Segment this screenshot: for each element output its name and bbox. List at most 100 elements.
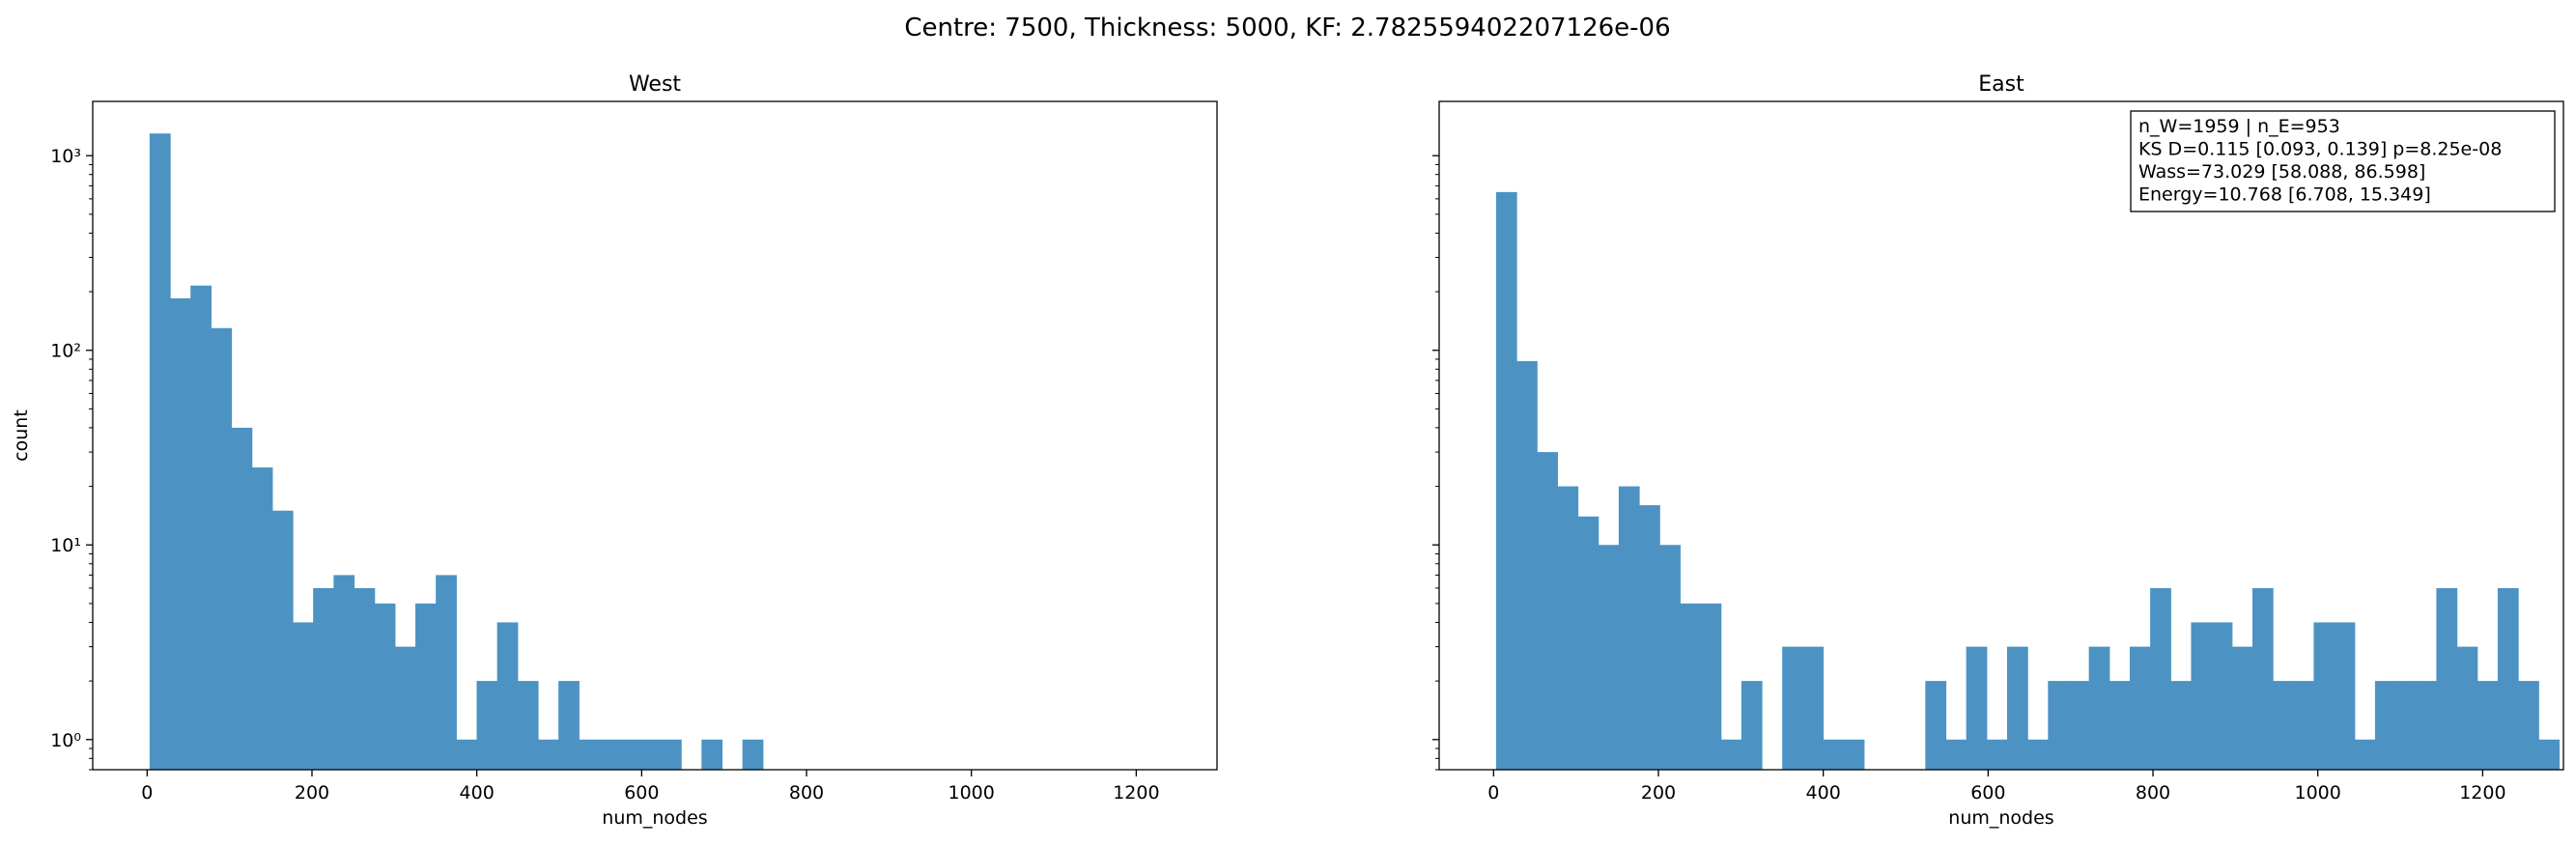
east-histogram-bar xyxy=(1516,360,1538,770)
west-x-tick-label: 800 xyxy=(789,782,824,804)
west-histogram-bar xyxy=(251,467,273,770)
east-axes-frame xyxy=(1438,100,2564,771)
east-x-tick-label: 400 xyxy=(1806,782,1841,804)
east-histogram-bar xyxy=(2497,587,2519,770)
east-histogram-bar xyxy=(2313,622,2335,770)
west-histogram-bar xyxy=(313,587,334,770)
west-histogram-bar xyxy=(436,575,457,770)
east-histogram-bar xyxy=(2211,622,2233,770)
east-histogram-bar xyxy=(1782,646,1803,770)
west-y-tick-label: 10¹ xyxy=(50,535,81,556)
west-histogram-bar xyxy=(579,739,601,770)
west-histogram-bar xyxy=(190,285,212,770)
east-histogram-bar xyxy=(1618,486,1640,770)
east-histogram-bar xyxy=(2170,681,2193,770)
east-stats-line: Wass=73.029 [58.088, 86.598] xyxy=(2138,161,2425,183)
west-x-tick-label: 0 xyxy=(141,782,153,804)
east-histogram-bar xyxy=(2251,587,2274,770)
east-histogram-bar xyxy=(1537,452,1558,770)
east-x-tick-label: 0 xyxy=(1487,782,1499,804)
east-x-tick-label: 800 xyxy=(2136,782,2170,804)
east-histogram-bar xyxy=(1966,646,1988,770)
east-histogram-bar xyxy=(1945,739,1967,770)
east-x-tick-label: 200 xyxy=(1641,782,1676,804)
west-histogram-bar xyxy=(599,739,621,770)
east-histogram-bar xyxy=(2477,681,2499,770)
west-histogram-bar xyxy=(701,739,723,770)
east-histogram-bar xyxy=(1700,603,1722,770)
west-histogram-bar xyxy=(333,575,355,770)
east-histogram-bar xyxy=(1925,681,1947,770)
west-histogram-bar xyxy=(476,681,498,770)
west-histogram-bar xyxy=(211,327,233,770)
east-histogram-bar xyxy=(1659,545,1681,770)
east-histogram-bar xyxy=(2150,587,2171,770)
east-histogram-bar xyxy=(1802,646,1825,770)
east-histogram-bar xyxy=(2048,681,2070,770)
east-histogram-bar xyxy=(1557,486,1579,770)
east-histogram-bar xyxy=(2231,646,2253,770)
east-histogram-bar xyxy=(2538,739,2560,770)
east-histogram-bar xyxy=(2068,681,2090,770)
west-histogram-bar xyxy=(415,603,437,770)
east-x-axis-label: num_nodes xyxy=(1948,807,2053,829)
west-histogram-bar xyxy=(517,681,539,770)
east-histogram-bar xyxy=(1495,191,1517,770)
west-x-tick-label: 200 xyxy=(295,782,329,804)
west-histogram-bar xyxy=(639,739,662,770)
west-axes-title: West xyxy=(629,72,681,97)
west-y-tick-label: 10⁰ xyxy=(50,730,81,751)
east-histogram-bar xyxy=(2334,622,2356,770)
east-histogram-bar xyxy=(1823,739,1845,770)
west-histogram-bar xyxy=(660,739,682,770)
west-histogram-bar xyxy=(170,297,191,770)
east-histogram-bar xyxy=(1986,739,2008,770)
west-histogram-bar xyxy=(496,622,519,770)
west-histogram-bar xyxy=(619,739,641,770)
east-stats-line: Energy=10.768 [6.708, 15.349] xyxy=(2138,184,2431,206)
east-stats-box xyxy=(2130,110,2556,212)
east-histogram-bar xyxy=(2006,646,2028,770)
west-y-axis-label: count xyxy=(11,409,32,462)
west-histogram-bar xyxy=(293,622,314,770)
east-x-tick-label: 600 xyxy=(1970,782,2005,804)
east-histogram-bar xyxy=(2456,646,2478,770)
east-histogram-bar xyxy=(2088,646,2110,770)
west-y-tick-label: 10³ xyxy=(50,146,81,167)
west-histogram-bar xyxy=(558,681,580,770)
east-histogram-bar xyxy=(1843,739,1865,770)
east-histogram-bar xyxy=(1680,603,1702,770)
east-histogram-bar xyxy=(2395,681,2417,770)
west-axes: 0 200 400 600 800 1000 1200 10⁰ 10¹ 10² 10³ West num… xyxy=(11,72,1218,829)
west-x-tick-label: 600 xyxy=(624,782,659,804)
west-histogram-bar xyxy=(231,427,253,770)
west-x-tick-label: 400 xyxy=(460,782,495,804)
east-histogram-bar xyxy=(1720,739,1742,770)
east-histogram-bar xyxy=(2293,681,2315,770)
west-histogram-bar xyxy=(354,587,376,770)
east-histogram-bar xyxy=(2191,622,2213,770)
east-histogram-bar xyxy=(1639,505,1660,770)
east-histogram-bar xyxy=(2129,646,2151,770)
east-histogram-bar xyxy=(2374,681,2396,770)
east-histogram-bar xyxy=(2109,681,2131,770)
east-x-tick-label: 1200 xyxy=(2459,782,2505,804)
west-histogram-bar xyxy=(456,739,478,770)
west-x-tick-label: 1000 xyxy=(948,782,995,804)
west-histogram-bar xyxy=(149,133,171,770)
east-histogram-bar xyxy=(2436,587,2458,770)
figure-suptitle: Centre: 7500, Thickness: 5000, KF: 2.782… xyxy=(904,14,1670,42)
west-histogram-bar xyxy=(742,739,764,770)
west-axes-frame xyxy=(92,100,1218,771)
east-stats-line: KS D=0.115 [0.093, 0.139] p=8.25e-08 xyxy=(2138,139,2502,160)
west-x-tick-label: 1200 xyxy=(1113,782,1159,804)
west-histogram-bar xyxy=(271,510,294,770)
west-histogram-bar xyxy=(537,739,559,770)
east-histogram-bar xyxy=(2273,681,2294,770)
east-x-tick-label: 1000 xyxy=(2295,782,2341,804)
west-x-axis-label: num_nodes xyxy=(602,807,707,829)
west-histogram-bar xyxy=(394,646,416,770)
east-histogram-bar xyxy=(2416,681,2438,770)
east-histogram-bar xyxy=(2518,681,2539,770)
